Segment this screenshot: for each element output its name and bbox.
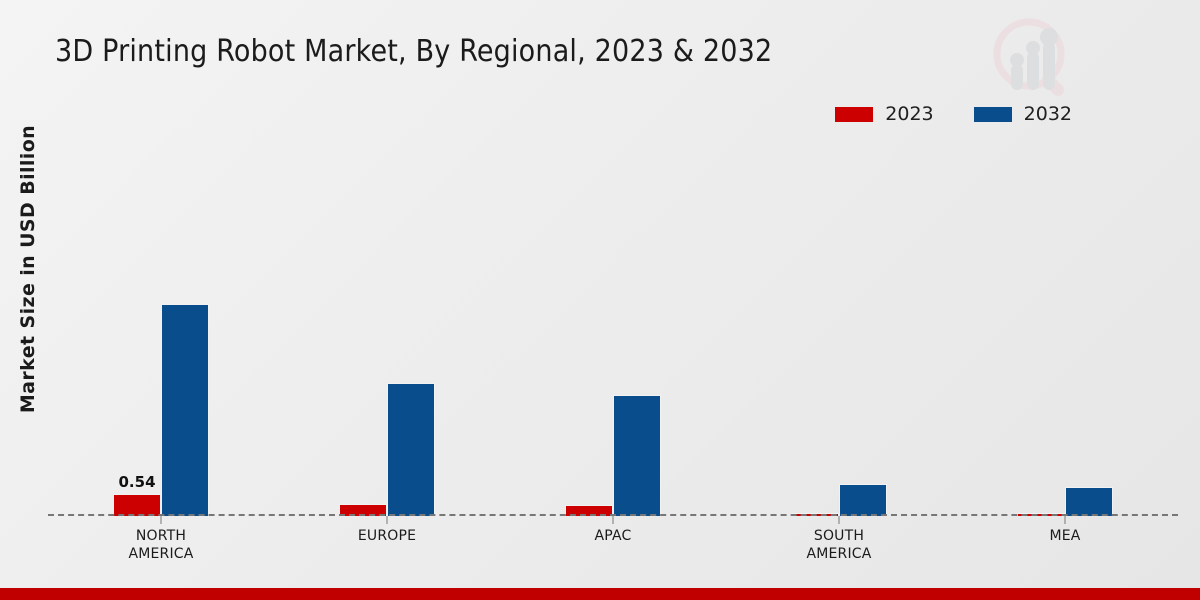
legend-label-2032: 2032 [1023, 103, 1072, 125]
bar-2032-apac[interactable] [613, 395, 661, 516]
bar-2032-mea[interactable] [1065, 487, 1113, 516]
x-tick-apac [612, 516, 614, 524]
bar-group-mea: MEA [952, 150, 1178, 544]
bar-2032-north-america[interactable] [161, 304, 209, 516]
x-tick-mea [1064, 516, 1066, 524]
bar-group-europe: EUROPE [274, 150, 500, 544]
legend-item-2032[interactable]: 2032 [973, 103, 1072, 125]
bottom-accent-strip [0, 588, 1200, 600]
x-label-north-america-line2: AMERICA [128, 545, 194, 562]
x-label-south-america: SOUTH AMERICA [726, 528, 952, 563]
legend-swatch-2032 [973, 107, 1012, 122]
bar-2032-europe[interactable] [387, 383, 435, 516]
legend-swatch-2023 [835, 107, 874, 122]
x-label-apac: APAC [500, 528, 726, 546]
legend-label-2023: 2023 [885, 103, 934, 125]
x-label-mea: MEA [952, 528, 1178, 546]
x-axis-baseline [48, 514, 1178, 516]
bar-2023-north-america[interactable]: 0.54 [113, 473, 161, 516]
bar-group-apac: APAC [500, 150, 726, 544]
legend-item-2023[interactable]: 2023 [835, 103, 934, 125]
y-axis-title: Market Size in USD Billion [17, 124, 39, 414]
bar-2023-apac[interactable] [565, 505, 613, 516]
x-tick-europe [386, 516, 388, 524]
x-label-north-america-line1: NORTH [135, 528, 187, 544]
bar-value-2023-north-america: 0.54 [118, 473, 156, 491]
x-tick-south-america [838, 516, 840, 524]
market-research-future-logo [985, 10, 1081, 106]
bar-2023-europe[interactable] [339, 504, 387, 516]
x-label-europe: EUROPE [274, 528, 500, 546]
bar-group-south-america: SOUTH AMERICA [726, 150, 952, 562]
x-tick-north-america [160, 516, 162, 524]
x-label-mea-line1: MEA [1049, 528, 1081, 544]
x-label-north-america: NORTH AMERICA [48, 528, 274, 563]
x-label-apac-line1: APAC [594, 528, 632, 544]
x-label-south-america-line1: SOUTH [813, 528, 865, 544]
bar-2032-south-america[interactable] [839, 484, 887, 516]
magnifier-bar-chart-icon [993, 18, 1065, 96]
x-label-europe-line1: EUROPE [357, 528, 417, 544]
chart-legend: 2023 2032 [835, 105, 1072, 124]
chart-title: 3D Printing Robot Market, By Regional, 2… [55, 34, 773, 69]
x-label-south-america-line2: AMERICA [806, 545, 872, 562]
plot-area: 0.54 NORTH AMERICA EUROPE [48, 150, 1178, 562]
bar-group-north-america: 0.54 NORTH AMERICA [48, 150, 274, 562]
